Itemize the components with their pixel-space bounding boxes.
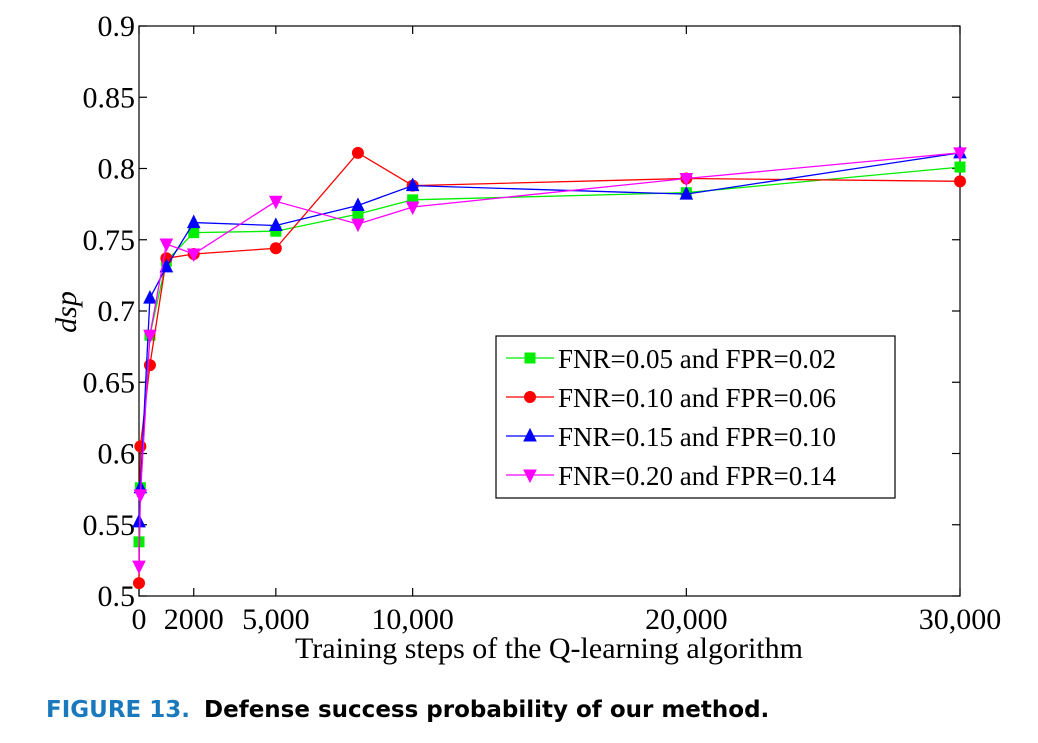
data-point [143,329,157,344]
legend-label: FNR=0.05 and FPR=0.02 [558,344,836,374]
y-tick-label: 0.5 [98,580,136,613]
series-3 [132,144,967,528]
legend-marker [524,352,536,364]
y-tick-label: 0.7 [98,295,136,328]
legend-marker [524,391,536,403]
data-point [954,161,966,173]
y-axis: 0.5 0.55 0.6 0.65 0.7 0.75 0.8 0.85 0.9 [83,10,960,613]
data-point [351,146,364,159]
figure-label: FIGURE 13. [46,697,190,723]
y-tick-label: 0.65 [83,366,136,399]
y-tick-label: 0.9 [98,10,136,43]
legend-marker [523,469,537,484]
data-point [269,242,282,255]
data-point [351,197,365,212]
data-point [159,238,174,253]
data-point [953,147,967,161]
data-point [405,177,420,192]
legend-item: FNR=0.10 and FPR=0.06 [506,383,836,413]
legend-label: FNR=0.15 and FPR=0.10 [558,422,836,452]
data-point [143,290,157,304]
legend-item: FNR=0.05 and FPR=0.02 [506,344,836,374]
data-point [679,186,694,200]
data-point [954,175,966,188]
series-line [138,152,961,567]
x-axis: 0 2000 5,000 10,000 20,000 30,000 [132,26,1002,636]
data-point [351,218,365,233]
x-tick-label: 20,000 [645,603,728,636]
series-line [138,152,961,522]
y-tick-label: 0.6 [98,438,136,471]
legend-item: FNR=0.20 and FPR=0.14 [506,461,837,491]
data-point [269,195,283,210]
data-point [132,513,146,528]
data-point [133,577,145,590]
x-tick-label: 5,000 [242,603,310,636]
legend-label: FNR=0.20 and FPR=0.14 [558,461,837,491]
data-point [159,258,174,273]
x-tick-label: 0 [132,603,147,636]
x-tick-label: 10,000 [371,603,454,636]
data-point [134,440,147,453]
legend-item: FNR=0.15 and FPR=0.10 [506,422,836,452]
legend: FNR=0.05 and FPR=0.02 FNR=0.10 and FPR=0.… [495,335,896,499]
series-4 [132,147,967,575]
data-point [186,214,201,229]
data-point [269,217,283,231]
figure-caption: FIGURE 13. Defense success probability o… [46,697,769,723]
x-axis-label: Training steps of the Q-learning algorit… [295,632,803,665]
y-tick-label: 0.8 [98,153,136,186]
y-tick-label: 0.55 [83,509,136,542]
caption-text: Defense success probability of our metho… [204,697,770,723]
x-tick-label: 30,000 [919,603,1002,636]
plot-frame [138,25,961,597]
data-point [133,489,148,503]
line-chart: 0.5 0.55 0.6 0.65 0.7 0.75 0.8 0.85 0.9 0 2000 5,0… [50,10,1002,665]
plot-border [138,25,961,597]
legend-box [495,335,896,499]
data-point [405,201,420,216]
series-layer [132,144,967,590]
data-point [186,248,201,263]
y-axis-label: dsp [50,291,83,333]
legend-label: FNR=0.10 and FPR=0.06 [558,383,836,413]
data-point [132,560,146,575]
x-tick-label: 2000 [164,603,224,636]
y-tick-label: 0.75 [83,224,136,257]
legend-marker [523,427,537,442]
y-tick-label: 0.85 [83,81,136,114]
data-point [679,172,694,187]
